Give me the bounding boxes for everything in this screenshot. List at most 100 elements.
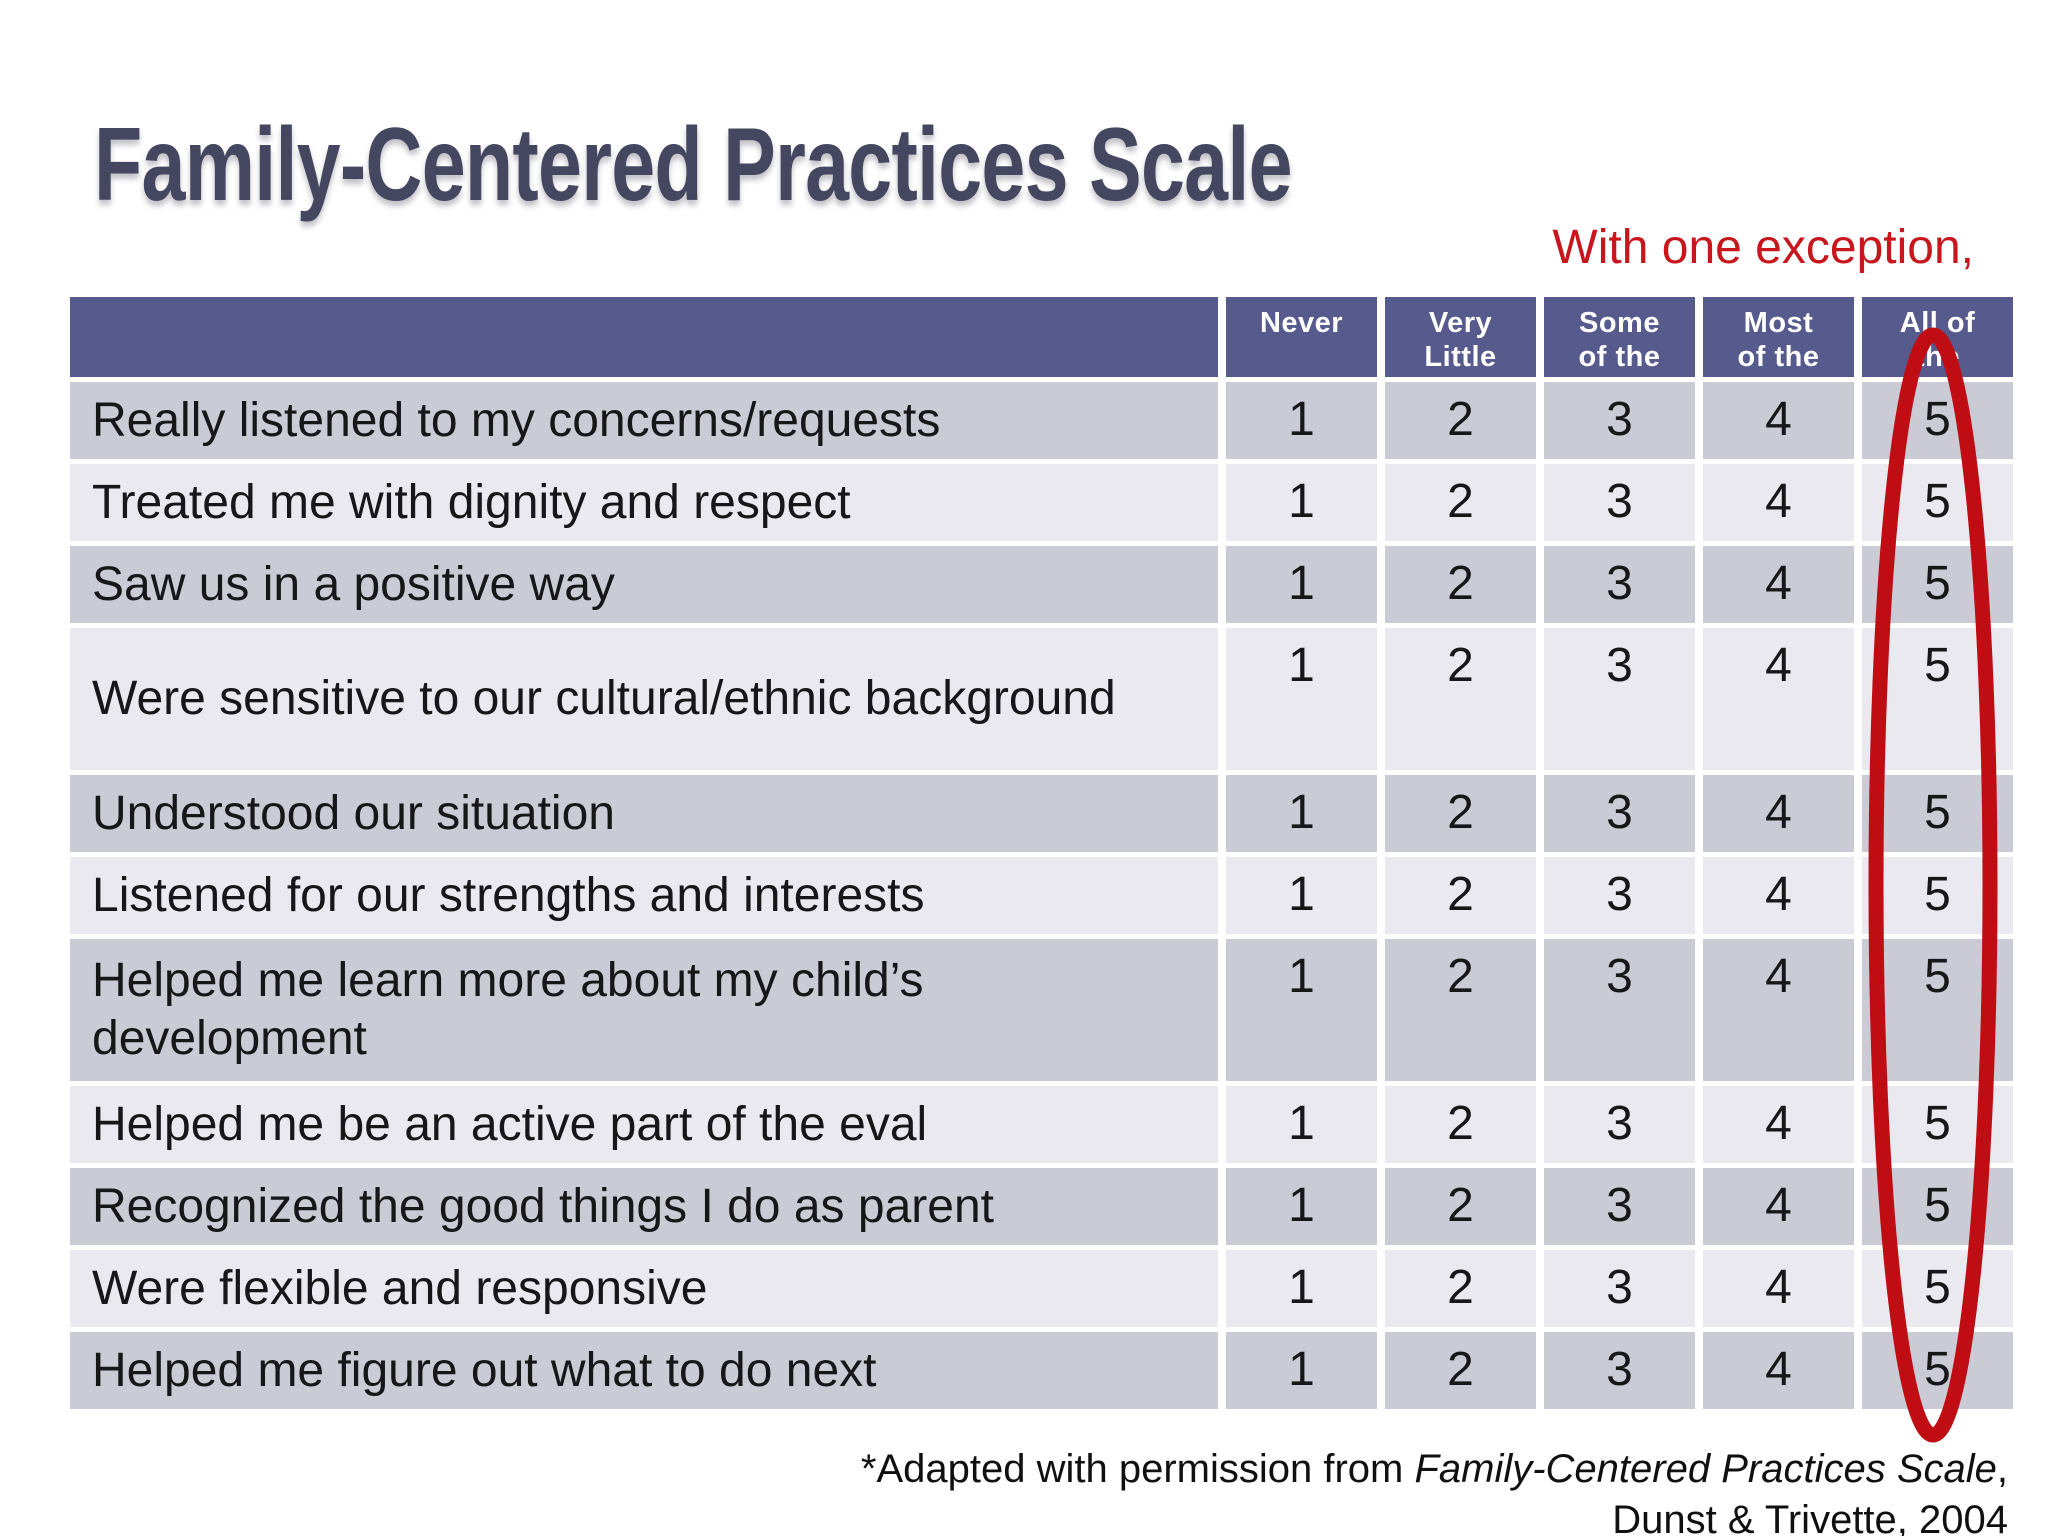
rating-cell: 5	[1862, 546, 2013, 623]
rating-cell: 1	[1226, 382, 1377, 459]
rating-cell: 1	[1226, 1332, 1377, 1409]
row-label: Treated me with dignity and respect	[70, 464, 1218, 541]
rating-cell: 2	[1385, 464, 1536, 541]
rating-cell: 4	[1703, 1250, 1854, 1327]
rating-cell: 5	[1862, 939, 2013, 1081]
column-header-line: Most	[1743, 307, 1814, 339]
rating-cell: 3	[1544, 546, 1695, 623]
rating-cell: 3	[1544, 628, 1695, 770]
rating-cell: 1	[1226, 857, 1377, 934]
row-label: Were flexible and responsive	[70, 1250, 1218, 1327]
rating-cell: 2	[1385, 382, 1536, 459]
column-header-line: the	[1915, 341, 1960, 373]
column-header-line: Little	[1424, 341, 1497, 373]
table-row: Were flexible and responsive 1 2 3 4 5	[70, 1250, 2013, 1327]
rating-cell: 5	[1862, 775, 2013, 852]
column-header-line: All of	[1899, 307, 1976, 339]
rating-cell: 1	[1226, 939, 1377, 1081]
column-header-line: Some	[1579, 307, 1660, 339]
rating-cell: 4	[1703, 1168, 1854, 1245]
table-row: Helped me be an active part of the eval …	[70, 1086, 2013, 1163]
rating-cell: 5	[1862, 1250, 2013, 1327]
column-header-line: Never	[1259, 307, 1344, 339]
rating-cell: 1	[1226, 628, 1377, 770]
footer-prefix: *Adapted with permission from	[860, 1447, 1415, 1491]
rating-cell: 4	[1703, 464, 1854, 541]
row-label: Understood our situation	[70, 775, 1218, 852]
rating-cell: 5	[1862, 628, 2013, 770]
rating-cell: 2	[1385, 628, 1536, 770]
rating-cell: 2	[1385, 1332, 1536, 1409]
rating-cell: 4	[1703, 1086, 1854, 1163]
row-label: Helped me learn more about my child’s de…	[70, 939, 1218, 1081]
slide-title: Family-Centered Practices Scale	[94, 106, 1293, 223]
footer-attribution: *Adapted with permission from Family-Cen…	[861, 1444, 2008, 1536]
rating-cell: 2	[1385, 1250, 1536, 1327]
rating-cell: 2	[1385, 857, 1536, 934]
table-row: Treated me with dignity and respect 1 2 …	[70, 464, 2013, 541]
rating-cell: 5	[1862, 1332, 2013, 1409]
rating-cell: 1	[1226, 464, 1377, 541]
footer-source-italic: Family-Centered Practices Scale	[1414, 1447, 1997, 1491]
rating-cell: 2	[1385, 939, 1536, 1081]
rating-cell: 3	[1544, 1086, 1695, 1163]
row-label: Helped me figure out what to do next	[70, 1332, 1218, 1409]
rating-cell: 5	[1862, 1086, 2013, 1163]
column-header-never: Never	[1226, 297, 1377, 377]
rating-cell: 3	[1544, 1168, 1695, 1245]
rating-cell: 5	[1862, 1168, 2013, 1245]
column-header-line: of the	[1737, 341, 1820, 373]
table-row: Helped me learn more about my child’s de…	[70, 939, 2013, 1081]
table-row: Really listened to my concerns/requests …	[70, 382, 2013, 459]
rating-cell: 1	[1226, 775, 1377, 852]
rating-cell: 3	[1544, 382, 1695, 459]
column-header-most-of-the: Most of the	[1703, 297, 1854, 377]
rating-cell: 4	[1703, 775, 1854, 852]
row-label: Really listened to my concerns/requests	[70, 382, 1218, 459]
column-header-all-of-the: All of the	[1862, 297, 2013, 377]
rating-cell: 4	[1703, 628, 1854, 770]
rating-cell: 5	[1862, 382, 2013, 459]
rating-cell: 4	[1703, 857, 1854, 934]
rating-cell: 4	[1703, 382, 1854, 459]
rating-cell: 4	[1703, 939, 1854, 1081]
rating-cell: 3	[1544, 1250, 1695, 1327]
rating-cell: 5	[1862, 857, 2013, 934]
column-header-line: Very	[1428, 307, 1493, 339]
rating-cell: 2	[1385, 775, 1536, 852]
header-empty-cell	[70, 297, 1218, 377]
ratings-table-body: Really listened to my concerns/requests …	[70, 382, 2013, 1409]
table-row: Understood our situation 1 2 3 4 5	[70, 775, 2013, 852]
rating-cell: 3	[1544, 857, 1695, 934]
rating-cell: 4	[1703, 546, 1854, 623]
table-row: Saw us in a positive way 1 2 3 4 5	[70, 546, 2013, 623]
rating-cell: 3	[1544, 1332, 1695, 1409]
column-header-line: of the	[1578, 341, 1661, 373]
rating-cell: 5	[1862, 464, 2013, 541]
row-label: Recognized the good things I do as paren…	[70, 1168, 1218, 1245]
table-row: Were sensitive to our cultural/ethnic ba…	[70, 628, 2013, 770]
rating-cell: 3	[1544, 939, 1695, 1081]
row-label: Helped me be an active part of the eval	[70, 1086, 1218, 1163]
row-label: Saw us in a positive way	[70, 546, 1218, 623]
footer-suffix: ,	[1996, 1447, 2008, 1491]
column-header-very-little: Very Little	[1385, 297, 1536, 377]
rating-cell: 1	[1226, 1168, 1377, 1245]
row-label: Listened for our strengths and interests	[70, 857, 1218, 934]
table-row: Recognized the good things I do as paren…	[70, 1168, 2013, 1245]
rating-cell: 1	[1226, 1086, 1377, 1163]
rating-cell: 2	[1385, 1086, 1536, 1163]
table-row: Listened for our strengths and interests…	[70, 857, 2013, 934]
annotation-with-one-exception: With one exception,	[1552, 221, 1974, 274]
footer-line-2: Dunst & Trivette, 2004	[1612, 1498, 2008, 1536]
rating-cell: 1	[1226, 546, 1377, 623]
rating-cell: 2	[1385, 546, 1536, 623]
table-header-row: Never Very Little Some of the Most of th…	[70, 297, 2013, 377]
column-header-some-of-the: Some of the	[1544, 297, 1695, 377]
table-row: Helped me figure out what to do next 1 2…	[70, 1332, 2013, 1409]
rating-cell: 3	[1544, 464, 1695, 541]
rating-cell: 3	[1544, 775, 1695, 852]
ratings-table: Never Very Little Some of the Most of th…	[70, 297, 2013, 1409]
rating-cell: 4	[1703, 1332, 1854, 1409]
